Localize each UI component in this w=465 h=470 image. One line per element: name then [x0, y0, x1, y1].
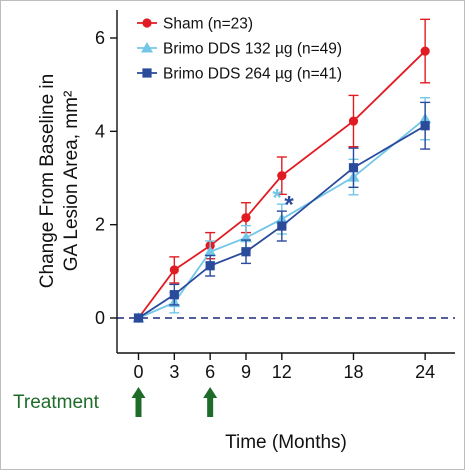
legend-label-0: Sham (n=23): [163, 16, 253, 33]
point-2-5: [348, 163, 359, 173]
treatment-label: Treatment: [13, 392, 100, 413]
x-tick-label-3: 9: [241, 362, 251, 382]
legend-marker-2: [142, 68, 152, 78]
treatment-arrow-0: [131, 387, 146, 417]
series-2: [133, 101, 431, 323]
annotations-group: * *: [272, 185, 294, 219]
y-tick-label-1: 2: [95, 215, 105, 235]
point-2-3: [241, 247, 251, 257]
significance-asterisk-0: *: [272, 185, 282, 212]
y-tick-label-0: 0: [95, 308, 105, 328]
series-1: [132, 97, 432, 323]
point-0-4: [277, 171, 287, 181]
x-tick-label-1: 3: [169, 362, 179, 382]
legend-marker-0: [142, 18, 152, 28]
significance-asterisk-1: *: [284, 191, 294, 218]
x-tick-label-6: 24: [415, 362, 435, 382]
x-tick-label-5: 18: [343, 362, 363, 382]
x-tick-label-4: 12: [272, 362, 292, 382]
point-2-4: [277, 221, 287, 231]
x-axis-title: Time (Months): [225, 432, 347, 453]
legend-label-1: Brimo DDS 132 µg (n=49): [163, 41, 342, 58]
point-2-6: [420, 121, 430, 131]
point-2-0: [133, 313, 144, 323]
y-axis-title-line2: GA Lesion Area, mm²: [61, 91, 82, 272]
point-0-1: [169, 265, 179, 275]
treatment-arrows: [131, 387, 218, 417]
point-0-3: [241, 213, 251, 223]
axes-group: [116, 10, 455, 354]
legend-label-2: Brimo DDS 264 µg (n=41): [163, 66, 342, 83]
point-0-5: [348, 116, 359, 126]
x-tick-label-0: 0: [133, 362, 143, 382]
point-1-2: [204, 245, 217, 257]
y-tick-label-3: 6: [95, 28, 105, 48]
treatment-arrow-1: [203, 387, 218, 417]
point-0-6: [420, 46, 430, 56]
point-2-1: [169, 290, 179, 300]
series-group: [132, 18, 432, 323]
point-2-2: [205, 261, 215, 271]
x-tick-label-2: 6: [205, 362, 215, 382]
y-tick-label-2: 4: [95, 121, 105, 141]
legend: Sham (n=23) Brimo DDS 132 µg (n=49) Brimo …: [137, 16, 342, 83]
legend-marker-1: [141, 42, 153, 53]
y-axis-title-line1: Change From Baseline in: [37, 74, 58, 288]
